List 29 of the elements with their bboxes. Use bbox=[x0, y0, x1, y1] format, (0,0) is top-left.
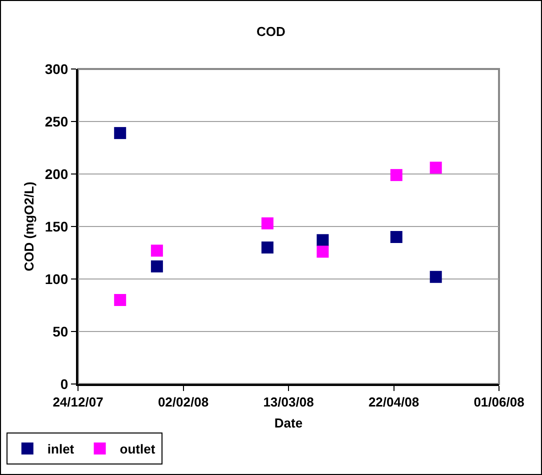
legend-label: outlet bbox=[120, 442, 156, 457]
x-tick-label: 22/04/08 bbox=[368, 394, 420, 410]
point bbox=[430, 270, 442, 283]
x-tick-label: 24/12/07 bbox=[52, 394, 104, 410]
y-axis-title: COD (mgO2/L) bbox=[21, 182, 36, 272]
point bbox=[430, 162, 442, 174]
point bbox=[316, 246, 329, 258]
y-tick-label: 300 bbox=[44, 60, 68, 77]
y-tick-label: 200 bbox=[44, 166, 68, 182]
point bbox=[150, 244, 163, 257]
point bbox=[261, 242, 274, 254]
x-tick-label: 02/02/08 bbox=[158, 394, 209, 410]
y-tick-label: 150 bbox=[44, 218, 68, 234]
point bbox=[316, 234, 329, 246]
point bbox=[390, 169, 402, 182]
x-axis-title: Date bbox=[274, 416, 303, 431]
point bbox=[390, 231, 402, 243]
x-tick-label: 01/06/08 bbox=[474, 394, 524, 410]
y-tick-label: 0 bbox=[60, 376, 68, 392]
point bbox=[114, 127, 126, 140]
point bbox=[114, 294, 126, 306]
y-tick-label: 50 bbox=[52, 323, 68, 340]
point bbox=[150, 260, 163, 272]
y-tick-label: 100 bbox=[44, 270, 68, 287]
y-tick-label: 250 bbox=[44, 113, 68, 130]
point bbox=[261, 217, 274, 230]
legend-label: inlet bbox=[47, 442, 75, 457]
x-tick-label: 13/03/08 bbox=[263, 394, 314, 410]
chart-title: COD bbox=[256, 24, 286, 40]
